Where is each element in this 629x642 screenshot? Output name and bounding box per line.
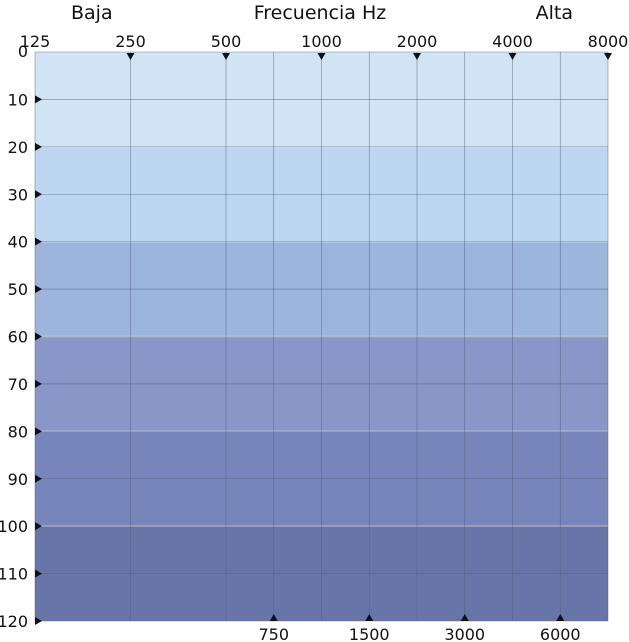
x-bottom-tick-label: 1500 bbox=[349, 625, 390, 642]
y-tick-label: 110 bbox=[0, 565, 28, 584]
tick-markers bbox=[35, 53, 612, 625]
y-marker bbox=[35, 237, 42, 246]
x-bottom-marker bbox=[460, 614, 469, 621]
x-top-tick-label: 2000 bbox=[397, 32, 438, 51]
y-tick-label: 60 bbox=[8, 328, 28, 347]
x-bottom-tick-label: 6000 bbox=[540, 625, 581, 642]
y-tick-label: 30 bbox=[8, 185, 28, 204]
x-top-marker bbox=[126, 53, 135, 60]
y-marker bbox=[35, 522, 42, 531]
header-left: Baja bbox=[71, 2, 113, 24]
y-marker bbox=[35, 190, 42, 199]
y-marker bbox=[35, 427, 42, 436]
header-right: Alta bbox=[536, 2, 573, 24]
x-top-marker bbox=[508, 53, 517, 60]
x-top-marker bbox=[317, 53, 326, 60]
y-marker bbox=[35, 142, 42, 151]
y-marker bbox=[35, 569, 42, 578]
y-tick-label: 10 bbox=[8, 90, 28, 109]
y-tick-label: 0 bbox=[18, 42, 28, 61]
x-bottom-tick-label: 750 bbox=[258, 625, 289, 642]
x-top-tick-label: 500 bbox=[211, 32, 242, 51]
x-top-marker bbox=[222, 53, 230, 60]
x-top-marker bbox=[604, 53, 612, 60]
x-top-tick-label: 1000 bbox=[301, 32, 342, 51]
chart-grid bbox=[34, 51, 609, 622]
x-top-tick-label: 8000 bbox=[588, 32, 629, 51]
y-marker bbox=[35, 474, 42, 483]
y-marker bbox=[35, 332, 42, 341]
y-marker bbox=[35, 285, 42, 294]
x-top-tick-label: 4000 bbox=[492, 32, 533, 51]
y-tick-label: 100 bbox=[0, 517, 28, 536]
x-top-marker bbox=[413, 53, 421, 60]
y-marker bbox=[35, 617, 42, 625]
x-bottom-marker bbox=[365, 614, 374, 621]
y-tick-label: 50 bbox=[8, 280, 28, 299]
y-tick-label: 90 bbox=[8, 470, 28, 489]
y-tick-label: 20 bbox=[8, 138, 28, 157]
y-tick-label: 80 bbox=[8, 422, 28, 441]
x-bottom-marker bbox=[269, 614, 278, 621]
y-marker bbox=[35, 95, 42, 104]
header-center: Frecuencia Hz bbox=[254, 2, 387, 24]
x-bottom-marker bbox=[556, 614, 565, 621]
y-tick-label: 70 bbox=[8, 375, 28, 394]
y-tick-label: 120 bbox=[0, 612, 28, 631]
x-bottom-tick-label: 3000 bbox=[444, 625, 485, 642]
x-top-tick-label: 250 bbox=[115, 32, 146, 51]
x-top-tick-label: 125 bbox=[20, 32, 51, 51]
y-tick-label: 40 bbox=[8, 233, 28, 252]
y-marker bbox=[35, 379, 42, 388]
